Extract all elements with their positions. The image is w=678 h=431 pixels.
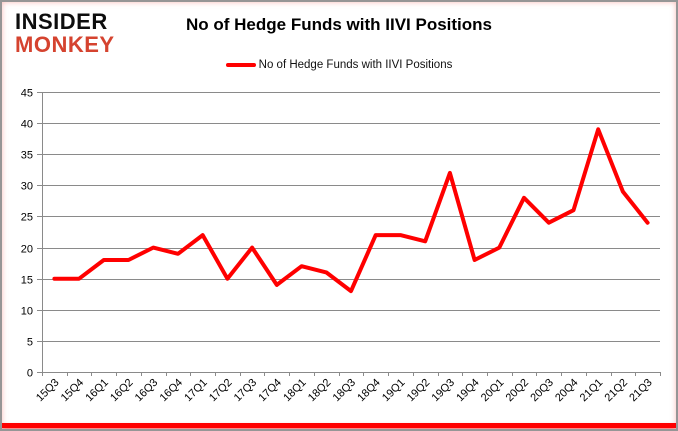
x-tick-label: 15Q4 — [59, 377, 87, 405]
chart-title: No of Hedge Funds with IIVI Positions — [186, 15, 492, 34]
y-tick-label: 40 — [21, 119, 33, 131]
x-tick-label: 18Q4 — [355, 377, 383, 405]
x-tick-label: 16Q4 — [158, 377, 186, 405]
x-tick-label: 19Q1 — [380, 377, 408, 405]
x-tick-label: 19Q2 — [405, 377, 433, 405]
x-tick-label: 21Q2 — [602, 377, 630, 405]
x-tick-label: 20Q3 — [528, 377, 556, 405]
x-tick-label: 21Q3 — [627, 377, 655, 405]
x-tick-label: 20Q2 — [504, 377, 532, 405]
y-tick-label: 45 — [21, 88, 33, 100]
logo-line-monkey: MONKEY — [15, 32, 115, 57]
y-tick-label: 5 — [27, 337, 33, 349]
x-tick-label: 18Q2 — [306, 377, 334, 405]
y-tick-label: 10 — [21, 306, 33, 318]
x-tick-label: 17Q2 — [207, 377, 235, 405]
y-tick-label: 0 — [27, 368, 33, 380]
insider-monkey-logo: INSIDER MONKEY — [15, 10, 115, 56]
y-tick-label: 35 — [21, 150, 33, 162]
series-line — [52, 127, 650, 294]
x-tick-label: 16Q2 — [108, 377, 136, 405]
x-tick-label: 17Q4 — [256, 377, 284, 405]
x-tick-label: 18Q3 — [331, 377, 359, 405]
y-tick-label: 30 — [21, 181, 33, 193]
x-tick-label: 19Q3 — [429, 377, 457, 405]
x-tick-label: 21Q1 — [578, 377, 606, 405]
y-tick-label: 20 — [21, 244, 33, 256]
x-tick-label: 17Q3 — [232, 377, 260, 405]
x-tick-label: 18Q1 — [281, 377, 309, 405]
legend: No of Hedge Funds with IIVI Positions — [2, 59, 676, 71]
x-tick-label: 19Q4 — [454, 377, 482, 405]
logo-line-insider: INSIDER — [15, 9, 108, 34]
y-tick-label: 25 — [21, 212, 33, 224]
x-tick-label: 16Q1 — [83, 377, 111, 405]
x-tick-label: 17Q1 — [182, 377, 210, 405]
y-tick-label: 15 — [21, 275, 33, 287]
legend-label: No of Hedge Funds with IIVI Positions — [258, 59, 453, 71]
x-tick-label: 15Q3 — [34, 377, 62, 405]
x-tick-label: 20Q4 — [553, 377, 581, 405]
x-tick-label: 16Q3 — [133, 377, 161, 405]
x-tick-label: 20Q1 — [479, 377, 507, 405]
legend-line-swatch — [225, 63, 256, 67]
